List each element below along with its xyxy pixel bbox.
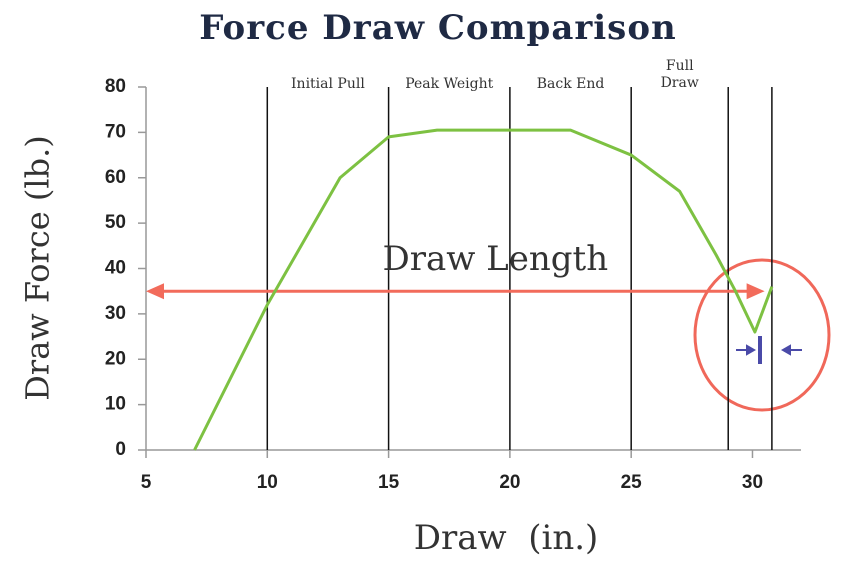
arrow-head xyxy=(146,283,164,300)
x-tick-label: 30 xyxy=(742,472,763,493)
y-tick-label: 10 xyxy=(105,394,126,415)
x-axis-label: Draw (in.) xyxy=(414,518,599,558)
x-tick-label: 10 xyxy=(257,472,278,493)
y-tick-label: 30 xyxy=(105,303,126,324)
highlight-circle xyxy=(693,258,831,412)
annotation-text: Draw Length xyxy=(382,239,608,279)
y-axis-label: Draw Force (lb.) xyxy=(19,135,57,401)
section-label: Peak Weight xyxy=(405,76,493,92)
x-tick-label: 20 xyxy=(499,472,520,493)
arrow-head xyxy=(746,283,765,300)
x-tick-label: 15 xyxy=(378,472,400,493)
section-label: Initial Pull xyxy=(291,76,365,92)
y-tick-label: 0 xyxy=(115,439,126,460)
section-label: Back End xyxy=(537,76,605,92)
chart-title: Force Draw Comparison xyxy=(199,8,676,48)
y-tick-label: 70 xyxy=(105,121,126,142)
section-label: Full xyxy=(666,58,694,74)
force-line xyxy=(193,128,774,451)
y-tick-label: 50 xyxy=(105,212,126,233)
y-tick-label: 20 xyxy=(105,348,126,369)
x-tick-label: 25 xyxy=(621,472,643,493)
x-tick-label: 5 xyxy=(141,472,152,493)
y-tick-label: 60 xyxy=(105,167,126,188)
gap-marker xyxy=(736,336,802,364)
section-label: Draw xyxy=(661,75,699,91)
y-tick-label: 40 xyxy=(105,258,126,279)
y-tick-label: 80 xyxy=(105,76,126,97)
